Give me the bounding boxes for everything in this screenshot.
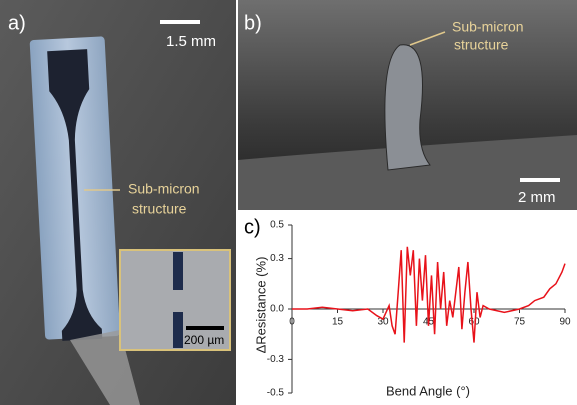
chart-bg	[238, 210, 577, 405]
x-axis-label: Bend Angle (°)	[386, 383, 470, 398]
inset-pad	[173, 312, 183, 348]
annotation: structure	[454, 37, 509, 53]
inset-pad	[173, 252, 183, 290]
y-tick-label: 0.5	[270, 220, 284, 231]
annotation: Sub-micron	[128, 181, 200, 197]
y-axis-label: ΔResistance (%)	[253, 257, 268, 354]
scale-label: 1.5 mm	[166, 33, 216, 50]
y-tick-label: -0.5	[267, 388, 285, 399]
annotation: Sub-micron	[452, 19, 524, 35]
figure: a) 1.5 mm Sub-micron structure 200 µm b)…	[0, 0, 577, 405]
panel-label: a)	[8, 12, 26, 34]
y-tick-label: 0.0	[270, 304, 284, 315]
x-tick-label: 90	[559, 317, 571, 328]
panel-label: c)	[244, 216, 261, 238]
x-tick-label: 75	[514, 317, 526, 328]
scale-label: 200 µm	[184, 333, 224, 347]
panel-label: b)	[244, 12, 262, 34]
x-tick-label: 60	[468, 317, 480, 328]
x-tick-label: 15	[332, 317, 344, 328]
annotation: structure	[132, 201, 187, 217]
y-tick-label: 0.3	[270, 253, 284, 264]
x-tick-label: 0	[289, 317, 295, 328]
device	[30, 36, 121, 342]
y-tick-label: -0.3	[267, 354, 285, 365]
scale-label: 2 mm	[518, 189, 556, 206]
